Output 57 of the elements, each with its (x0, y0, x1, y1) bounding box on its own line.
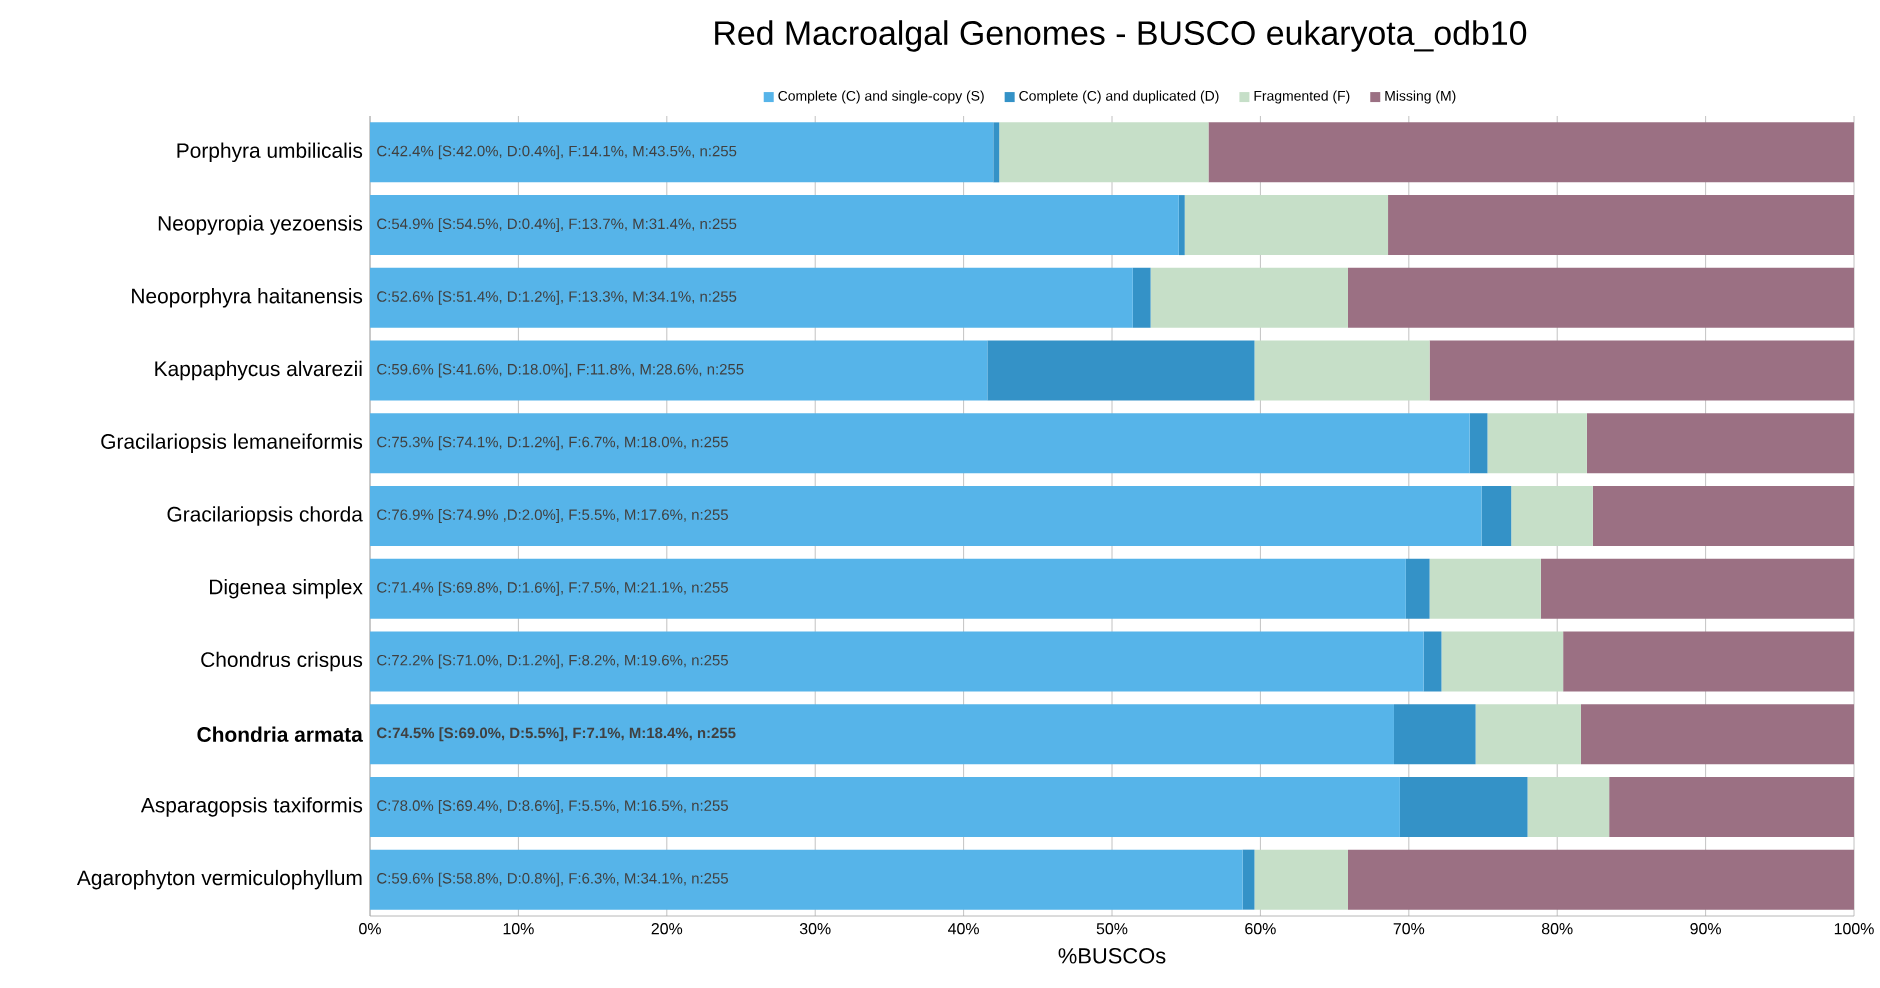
y-tick-label: Porphyra umbilicalis (177, 142, 363, 163)
bar (370, 849, 1243, 910)
bar (1242, 849, 1255, 910)
y-tick-label: Gracilariopsis chorda (167, 506, 363, 526)
bar (370, 413, 1470, 474)
bar (1178, 195, 1185, 256)
y-tick-label: Asparagopsis taxiformis (140, 797, 363, 817)
bar (1580, 704, 1855, 765)
chart-title: Red Macroalgal Genomes - BUSCO eukaryota_odb10 (715, 20, 1527, 52)
bar (370, 267, 1133, 328)
bar (1563, 631, 1855, 692)
bar (1208, 122, 1855, 183)
bar (1475, 704, 1581, 765)
bar (1429, 340, 1855, 401)
bar (370, 340, 988, 401)
bar (987, 340, 1255, 401)
bar (1586, 413, 1855, 474)
y-tick-label: Chondria armata (197, 726, 363, 742)
y-tick-label: Neoporphyra haitanensis (132, 288, 363, 308)
bar (1347, 267, 1855, 328)
bar (1393, 704, 1476, 765)
bar (993, 122, 1000, 183)
y-tick-label: Agarophyton vermiculophyllum (76, 869, 362, 890)
bar (370, 195, 1179, 256)
bar (1487, 413, 1587, 474)
bar (1540, 558, 1855, 619)
bar (1423, 631, 1442, 692)
bar (1184, 195, 1389, 256)
bar (370, 776, 1400, 837)
bar (1527, 776, 1610, 837)
y-tick-label: Digenea simplex (210, 578, 363, 599)
bar (1347, 849, 1855, 910)
bar (370, 122, 994, 183)
y-tick-label: Neopyropia yezoensis (158, 215, 363, 235)
bar (1405, 558, 1430, 619)
bar (370, 558, 1406, 619)
bar (370, 704, 1394, 765)
bar (1609, 776, 1855, 837)
bar (999, 122, 1209, 183)
bar (1388, 195, 1855, 256)
bar (1592, 486, 1855, 547)
x-axis-title: %BUSCOs (1058, 948, 1166, 964)
y-tick-label: Gracilariopsis lemaneiformis (101, 433, 363, 454)
y-tick-label: Kappaphycus alvarezii (155, 360, 362, 381)
bar (1254, 340, 1430, 401)
y-tick-label: Chondrus crispus (201, 651, 363, 672)
bar (1441, 631, 1564, 692)
bar (1469, 413, 1488, 474)
bar (1254, 849, 1348, 910)
bar (1429, 558, 1541, 619)
bar (1511, 486, 1593, 547)
bar (1150, 267, 1348, 328)
bar (370, 486, 1482, 547)
bar (1399, 776, 1528, 837)
bar (370, 631, 1424, 692)
bar (1132, 267, 1151, 328)
bar (1481, 486, 1512, 547)
